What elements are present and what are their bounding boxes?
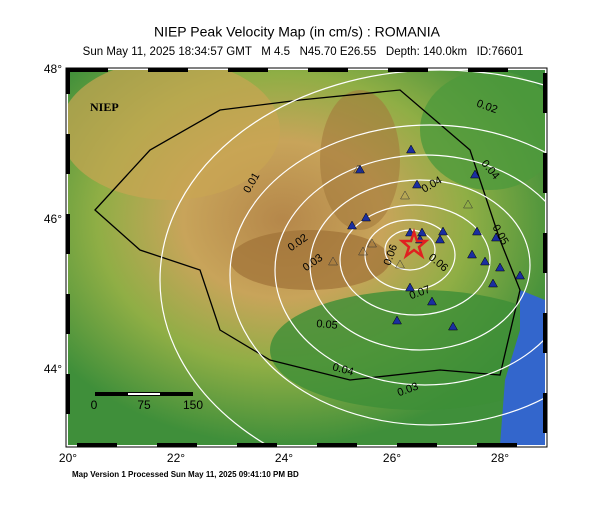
scale-label: 0 xyxy=(91,398,98,412)
epicenter xyxy=(398,228,430,260)
lon-label: 20° xyxy=(59,451,77,465)
station xyxy=(467,249,477,259)
station xyxy=(405,282,415,292)
station xyxy=(395,259,405,269)
station xyxy=(400,190,410,200)
lon-label: 28° xyxy=(491,451,509,465)
lat-label: 48° xyxy=(44,62,62,76)
contour-label: 0.04 xyxy=(331,361,355,378)
station xyxy=(470,169,480,179)
frame xyxy=(66,68,547,447)
terrain xyxy=(68,70,280,200)
station xyxy=(392,315,402,325)
lat-label: 46° xyxy=(44,212,62,226)
station xyxy=(347,220,357,230)
station xyxy=(367,238,377,248)
station xyxy=(353,164,363,174)
station xyxy=(515,270,525,280)
station xyxy=(472,226,482,236)
station xyxy=(488,278,498,288)
station xyxy=(417,227,427,237)
frame xyxy=(65,67,548,448)
contour-label: 0.05 xyxy=(316,318,338,332)
subtitle: Sun May 11, 2025 18:34:57 GMT M 4.5 N45.… xyxy=(83,46,524,58)
agency-label: NIEP xyxy=(90,100,119,114)
lat-label: 44° xyxy=(44,362,62,376)
sea xyxy=(500,290,545,445)
border xyxy=(94,89,521,381)
lon-label: 26° xyxy=(383,451,401,465)
station xyxy=(328,256,338,266)
terrain xyxy=(320,90,400,230)
footer: Map Version 1 Processed Sun May 11, 2025… xyxy=(72,470,299,479)
lon-label: 22° xyxy=(167,451,185,465)
station xyxy=(406,144,416,154)
station xyxy=(480,256,490,266)
station xyxy=(412,179,422,189)
lon-label: 24° xyxy=(275,451,293,465)
station xyxy=(427,296,437,306)
scale-label: 150 xyxy=(183,398,203,412)
station xyxy=(448,321,458,331)
map: NIEP 0.010.020.020.030.030.040.040.040.0… xyxy=(68,70,545,445)
title: NIEP Peak Velocity Map (in cm/s) : ROMAN… xyxy=(154,24,441,40)
station xyxy=(358,246,368,256)
station xyxy=(491,232,501,242)
scale-bar xyxy=(128,393,160,395)
station xyxy=(361,212,371,222)
station xyxy=(463,199,473,209)
station xyxy=(438,226,448,236)
contours xyxy=(159,70,545,445)
scale-label: 75 xyxy=(137,398,151,412)
station xyxy=(495,262,505,272)
stations xyxy=(328,144,525,331)
station xyxy=(435,234,445,244)
